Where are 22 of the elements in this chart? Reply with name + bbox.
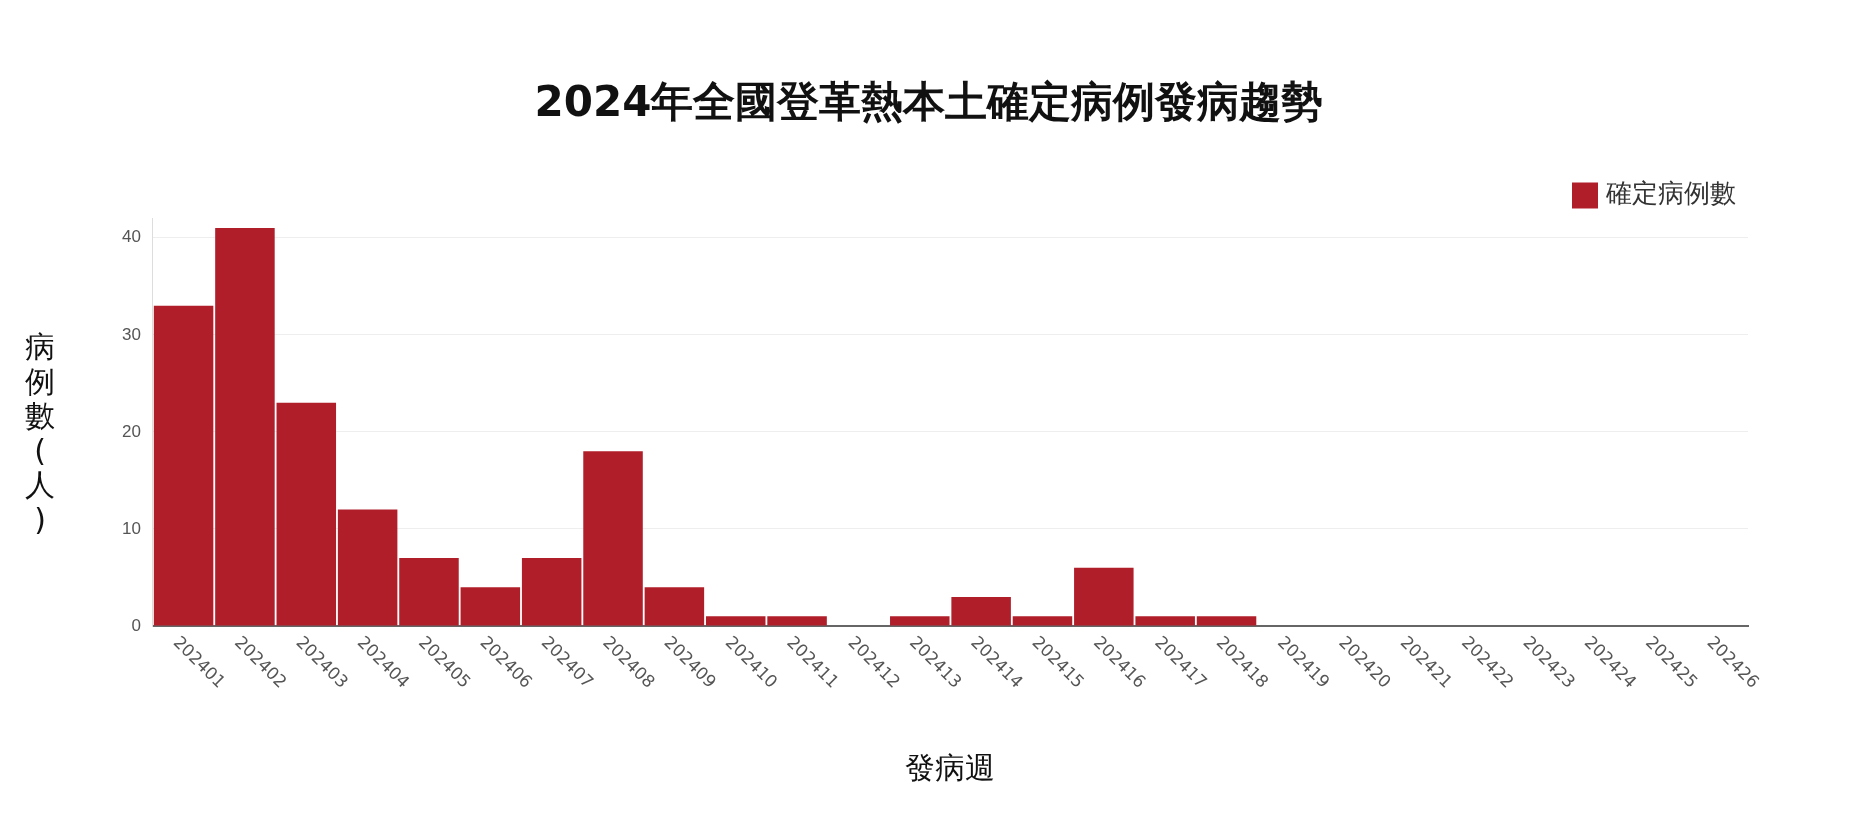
bar [1196, 616, 1257, 626]
bar [767, 616, 827, 626]
bar [153, 305, 214, 626]
chart-title: 2024年全國登革熱本土確定病例發病趨勢 [534, 77, 1324, 127]
bar [1012, 616, 1073, 626]
bar [460, 587, 521, 626]
y-tick-label: 0 [131, 615, 141, 635]
bar [583, 451, 643, 626]
bar [276, 402, 337, 626]
y-axis-title: 病例數(人) [24, 329, 56, 537]
bar [215, 228, 275, 626]
y-tick-label: 30 [121, 324, 141, 344]
bar [644, 587, 705, 626]
bar [521, 558, 582, 626]
x-axis-title: 發病週 [905, 749, 996, 785]
y-tick-label: 40 [121, 227, 141, 247]
legend-label: 確定病例數 [1605, 178, 1736, 209]
y-tick-label: 10 [121, 518, 141, 538]
y-tick-label: 20 [121, 421, 141, 441]
bar [705, 616, 766, 626]
bar [399, 558, 459, 626]
bar [337, 509, 398, 626]
